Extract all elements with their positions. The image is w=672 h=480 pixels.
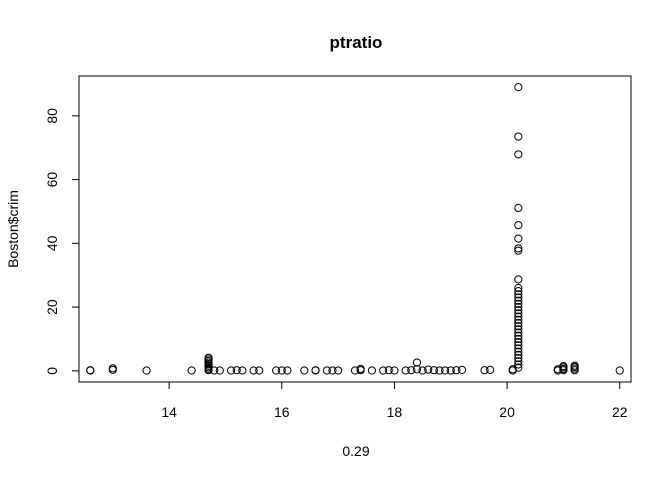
data-point	[457, 365, 467, 374]
data-point	[412, 365, 422, 374]
data-point	[446, 366, 455, 375]
data-point	[283, 366, 292, 375]
data-point	[187, 366, 196, 375]
data-point	[514, 360, 523, 369]
data-point	[204, 353, 213, 362]
data-point	[412, 358, 422, 367]
x-tick-label: 22	[612, 404, 628, 420]
data-point	[514, 283, 523, 293]
data-point	[334, 366, 343, 375]
data-point	[367, 366, 376, 375]
data-point	[514, 357, 523, 366]
data-point	[514, 299, 523, 309]
data-point	[379, 366, 388, 375]
data-point	[514, 328, 523, 337]
data-point	[514, 83, 523, 92]
data-point	[514, 296, 523, 305]
x-tick-label: 20	[499, 404, 515, 420]
data-point	[514, 331, 523, 340]
data-point	[435, 366, 444, 375]
data-point	[514, 353, 523, 363]
data-point	[480, 366, 489, 375]
data-point	[356, 364, 365, 374]
data-point	[272, 366, 281, 375]
data-point	[311, 366, 320, 375]
data-point	[300, 366, 309, 375]
data-point	[514, 325, 523, 334]
data-point	[514, 315, 523, 324]
data-point	[514, 322, 523, 331]
data-point	[559, 361, 568, 371]
y-tick-label: 80	[44, 108, 60, 124]
y-tick-label: 40	[44, 235, 60, 251]
y-axis-label: Boston$crim	[5, 190, 21, 268]
data-point	[277, 366, 286, 375]
data-point	[215, 366, 224, 375]
data-point	[322, 366, 331, 375]
data-point	[210, 366, 219, 375]
data-point	[514, 221, 523, 230]
data-point	[514, 244, 523, 253]
data-point	[350, 366, 360, 375]
data-point	[249, 366, 258, 375]
data-point	[514, 150, 523, 159]
data-point	[86, 366, 95, 375]
data-point	[514, 338, 523, 347]
data-point	[424, 365, 433, 374]
data-point	[514, 302, 523, 312]
chart-title: ptratio	[330, 33, 383, 52]
x-tick-label: 16	[274, 404, 290, 420]
data-point	[514, 287, 523, 296]
data-point	[615, 366, 624, 375]
data-point	[514, 341, 523, 350]
data-point	[390, 366, 399, 375]
data-point	[418, 366, 427, 375]
data-point	[514, 344, 523, 353]
x-tick-label: 18	[387, 404, 403, 420]
data-point	[514, 312, 523, 321]
data-point	[142, 366, 151, 375]
data-point	[384, 366, 393, 375]
data-points	[86, 83, 624, 375]
plot-frame	[78, 75, 632, 383]
data-point	[514, 318, 523, 328]
y-axis: 0 20 40 60 80	[44, 108, 80, 375]
data-point	[486, 365, 495, 374]
data-point	[441, 366, 450, 375]
data-point	[514, 363, 523, 372]
data-point	[514, 275, 523, 284]
data-point	[514, 309, 523, 318]
data-point	[514, 306, 523, 315]
y-tick-label: 0	[44, 367, 60, 375]
data-point	[407, 366, 416, 375]
data-point	[514, 350, 523, 360]
data-point	[570, 361, 579, 370]
data-point	[514, 234, 523, 243]
data-point	[514, 203, 523, 213]
data-point	[452, 366, 461, 375]
data-point	[508, 365, 517, 374]
data-point	[514, 246, 523, 255]
data-point	[108, 365, 117, 374]
data-point	[429, 366, 438, 375]
data-point	[328, 366, 337, 375]
data-point	[238, 366, 247, 375]
y-tick-label: 20	[44, 299, 60, 315]
data-point	[226, 366, 236, 375]
data-point	[514, 293, 523, 302]
data-point	[108, 364, 117, 373]
x-axis: 14 16 18 20 22	[161, 381, 628, 420]
data-point	[514, 290, 523, 299]
x-axis-label: 0.29	[342, 443, 369, 459]
x-tick-label: 14	[161, 404, 177, 420]
y-tick-label: 60	[44, 172, 60, 188]
data-point	[232, 366, 241, 375]
data-point	[514, 347, 523, 356]
data-point	[401, 366, 410, 375]
data-point	[255, 366, 264, 375]
data-point	[514, 334, 523, 344]
data-point	[514, 132, 523, 141]
